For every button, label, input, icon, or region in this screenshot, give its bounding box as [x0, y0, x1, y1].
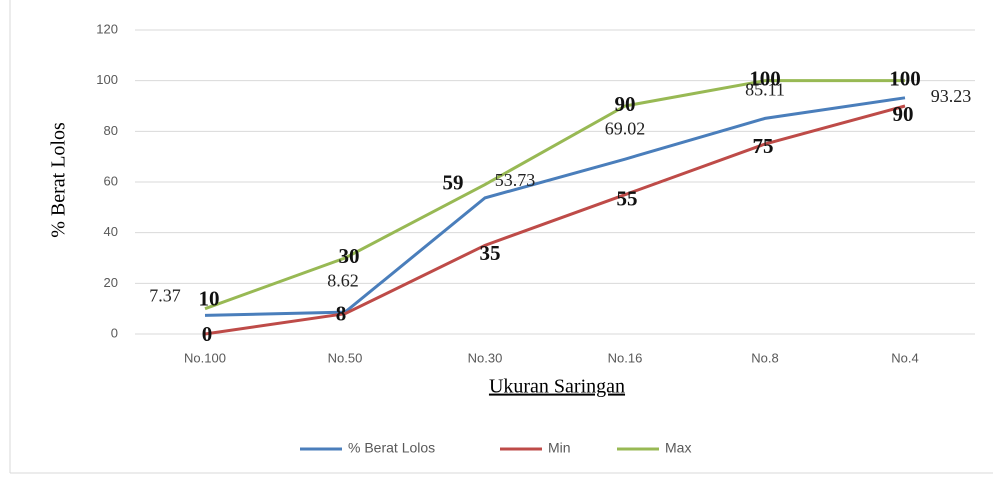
data-label: 53.73 [495, 170, 536, 190]
data-label: 8.62 [327, 270, 359, 290]
legend-label: Min [548, 440, 571, 456]
series-line [204, 96, 906, 317]
x-tick-label: No.100 [184, 350, 226, 365]
data-label: 90 [615, 92, 636, 116]
data-label: 8 [336, 302, 347, 326]
y-tick-label: 20 [104, 275, 118, 290]
data-label: 10 [199, 286, 220, 310]
data-label: 100 [889, 66, 921, 90]
data-label: 90 [893, 102, 914, 126]
data-label: 0 [202, 322, 213, 346]
y-tick-label: 120 [96, 21, 118, 36]
y-tick-label: 80 [104, 123, 118, 138]
y-tick-label: 60 [104, 173, 118, 188]
y-tick-label: 100 [96, 72, 118, 87]
series-line [204, 104, 906, 336]
data-label: 59 [443, 170, 464, 194]
y-tick-label: 40 [104, 224, 118, 239]
legend-label: % Berat Lolos [348, 440, 435, 456]
x-tick-label: No.50 [328, 350, 363, 365]
x-axis-title: Ukuran Saringan [489, 376, 625, 398]
data-label: 93.23 [931, 86, 972, 106]
x-tick-label: No.16 [608, 350, 643, 365]
y-axis-title: % Berat Lolos [48, 122, 70, 238]
data-label: 30 [339, 244, 360, 268]
legend-label: Max [665, 440, 691, 456]
x-tick-label: No.30 [468, 350, 503, 365]
data-label: 55 [617, 186, 638, 210]
data-label: 35 [480, 241, 501, 265]
series-line [204, 79, 905, 311]
data-label: 7.37 [149, 285, 181, 305]
x-tick-label: No.8 [751, 350, 778, 365]
y-tick-label: 0 [111, 325, 118, 340]
data-label: 75 [753, 134, 774, 158]
data-label: 100 [749, 66, 781, 90]
x-tick-label: No.4 [891, 350, 918, 365]
data-label: 69.02 [605, 118, 646, 138]
data-label: 85.11 [745, 80, 785, 100]
